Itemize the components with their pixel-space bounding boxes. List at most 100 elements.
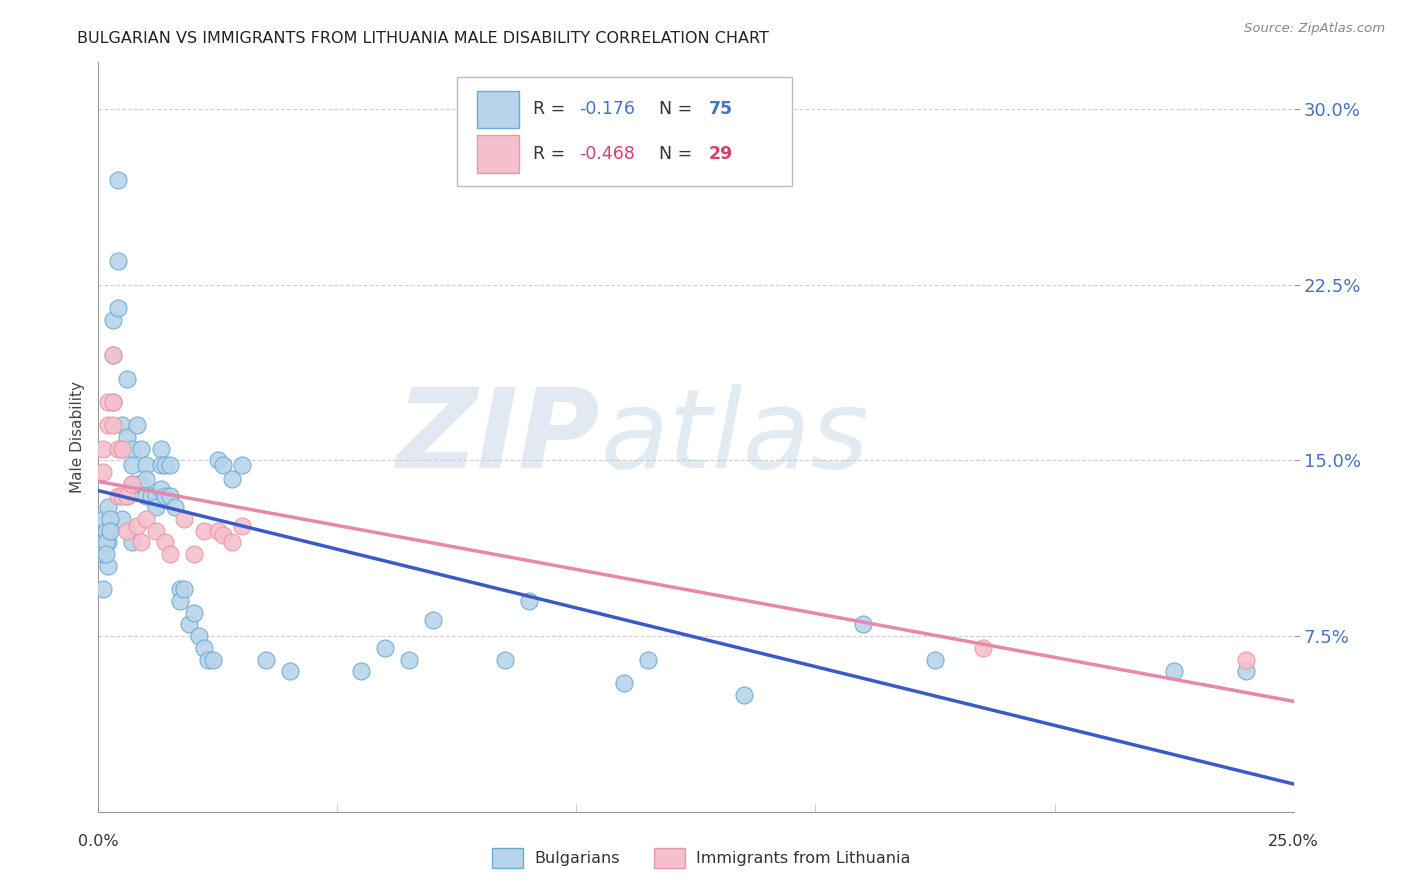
Text: 25.0%: 25.0% — [1268, 834, 1319, 848]
Bar — [477, 91, 519, 128]
Point — [101, 348, 124, 362]
Text: 75: 75 — [709, 101, 734, 119]
Point — [98, 512, 122, 526]
Y-axis label: Male Disability: Male Disability — [70, 381, 86, 493]
Point — [111, 442, 134, 456]
Point — [733, 688, 755, 702]
Point — [98, 524, 122, 538]
Point — [125, 476, 148, 491]
Point — [169, 594, 191, 608]
Point — [101, 395, 124, 409]
Point — [924, 652, 946, 666]
Point — [155, 458, 177, 473]
Point — [115, 430, 138, 444]
Point — [115, 489, 138, 503]
FancyBboxPatch shape — [457, 78, 792, 186]
Point — [221, 535, 243, 549]
Point — [211, 528, 233, 542]
Point — [1234, 664, 1257, 679]
Point — [91, 535, 114, 549]
Point — [183, 547, 205, 561]
Point — [179, 617, 201, 632]
Point — [91, 582, 114, 597]
Point — [149, 442, 172, 456]
Point — [145, 524, 167, 538]
Point — [135, 458, 157, 473]
Point — [91, 547, 114, 561]
Point — [121, 535, 143, 549]
Point — [101, 348, 124, 362]
Point — [111, 489, 134, 503]
Point — [121, 442, 143, 456]
Point — [193, 524, 215, 538]
Point — [111, 512, 134, 526]
Point — [94, 535, 117, 549]
Point — [121, 458, 143, 473]
Point — [101, 418, 124, 433]
Point — [115, 524, 138, 538]
Point — [155, 535, 177, 549]
Point — [149, 482, 172, 496]
Point — [97, 500, 120, 515]
Point — [135, 472, 157, 486]
Text: Bulgarians: Bulgarians — [534, 851, 620, 865]
Point — [149, 458, 172, 473]
Point — [221, 472, 243, 486]
Point — [111, 442, 134, 456]
Text: ZIP: ZIP — [396, 384, 600, 491]
Point — [173, 582, 195, 597]
Text: Immigrants from Lithuania: Immigrants from Lithuania — [696, 851, 910, 865]
Point — [1234, 652, 1257, 666]
Point — [131, 535, 153, 549]
Point — [173, 512, 195, 526]
Point — [972, 640, 994, 655]
Point — [107, 442, 129, 456]
Point — [135, 489, 157, 503]
Point — [374, 640, 396, 655]
Text: N =: N = — [659, 101, 697, 119]
Point — [97, 558, 120, 573]
Point — [115, 489, 138, 503]
Point — [398, 652, 420, 666]
Point — [852, 617, 875, 632]
Point — [231, 458, 253, 473]
Point — [613, 676, 636, 690]
Point — [107, 489, 129, 503]
Point — [139, 489, 162, 503]
Point — [111, 418, 134, 433]
Text: -0.468: -0.468 — [579, 145, 634, 163]
Point — [94, 524, 117, 538]
Point — [97, 524, 120, 538]
Text: Source: ZipAtlas.com: Source: ZipAtlas.com — [1244, 22, 1385, 36]
Point — [91, 465, 114, 479]
Point — [202, 652, 225, 666]
Point — [94, 547, 117, 561]
Point — [97, 395, 120, 409]
Point — [107, 301, 129, 316]
Point — [207, 453, 229, 467]
Point — [169, 582, 191, 597]
Point — [107, 254, 129, 268]
Point — [207, 524, 229, 538]
Point — [131, 442, 153, 456]
Point — [159, 489, 181, 503]
Point — [91, 512, 114, 526]
Text: R =: R = — [533, 101, 571, 119]
Point — [193, 640, 215, 655]
Point — [101, 395, 124, 409]
Point — [135, 512, 157, 526]
Point — [278, 664, 301, 679]
Point — [121, 476, 143, 491]
Point — [422, 613, 444, 627]
Point — [197, 652, 219, 666]
Point — [159, 458, 181, 473]
Point — [231, 519, 253, 533]
Text: 0.0%: 0.0% — [79, 834, 118, 848]
Point — [159, 547, 181, 561]
Text: 29: 29 — [709, 145, 734, 163]
Point — [125, 519, 148, 533]
Point — [1163, 664, 1185, 679]
Point — [145, 500, 167, 515]
Point — [97, 418, 120, 433]
Point — [155, 489, 177, 503]
